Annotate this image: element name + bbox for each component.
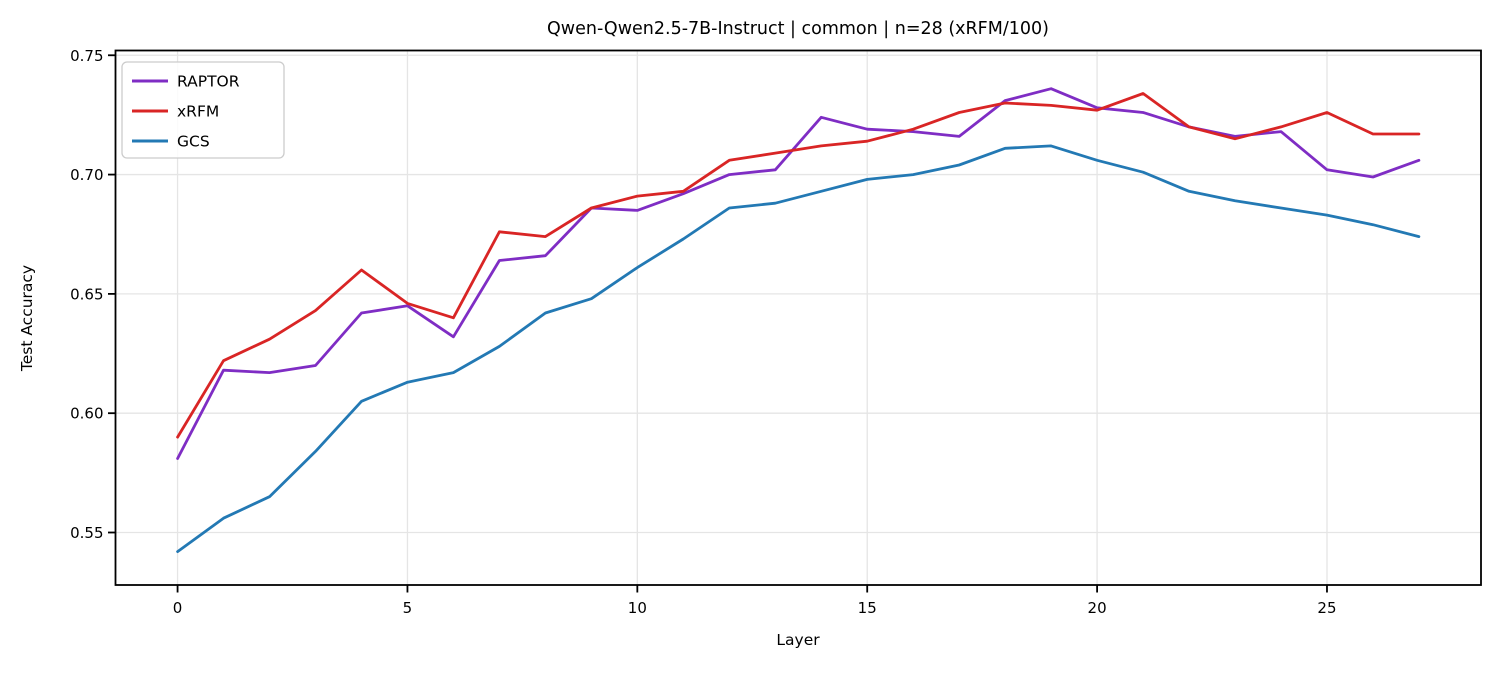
axis-ticks: 0 5 10 15 20 25 0.55 0.60 0.65 0.70 0.75 <box>70 47 1336 617</box>
x-tick-label: 15 <box>858 599 877 617</box>
series-line-raptor <box>176 87 1421 460</box>
legend: RAPTOR xRFM GCS <box>121 61 285 159</box>
y-tick-label: 0.70 <box>70 166 103 184</box>
legend-label-xrfm: xRFM <box>177 103 219 121</box>
legend-item-raptor: RAPTOR <box>132 73 240 91</box>
plot-area-border <box>114 49 1482 586</box>
series-lines <box>176 87 1421 553</box>
x-tick-label: 5 <box>403 599 413 617</box>
x-tick-label: 10 <box>628 599 647 617</box>
legend-label-gcs: GCS <box>177 133 210 151</box>
series-line-gcs <box>176 144 1421 553</box>
series-line-xrfm <box>176 92 1421 439</box>
legend-label-raptor: RAPTOR <box>177 73 240 91</box>
y-axis-label: Test Accuracy <box>18 265 36 372</box>
y-tick-label: 0.65 <box>70 285 103 303</box>
legend-box <box>121 61 285 159</box>
y-tick-label: 0.60 <box>70 405 103 423</box>
legend-item-xrfm: xRFM <box>132 103 219 121</box>
x-tick-label: 25 <box>1317 599 1336 617</box>
legend-item-gcs: GCS <box>132 133 210 151</box>
y-tick-label: 0.75 <box>70 47 103 65</box>
gridlines <box>115 50 1481 585</box>
chart-title: Qwen-Qwen2.5-7B-Instruct | common | n=28… <box>547 19 1049 39</box>
x-tick-label: 0 <box>173 599 183 617</box>
x-tick-label: 20 <box>1088 599 1107 617</box>
x-axis-label: Layer <box>776 631 820 649</box>
y-tick-label: 0.55 <box>70 524 103 542</box>
